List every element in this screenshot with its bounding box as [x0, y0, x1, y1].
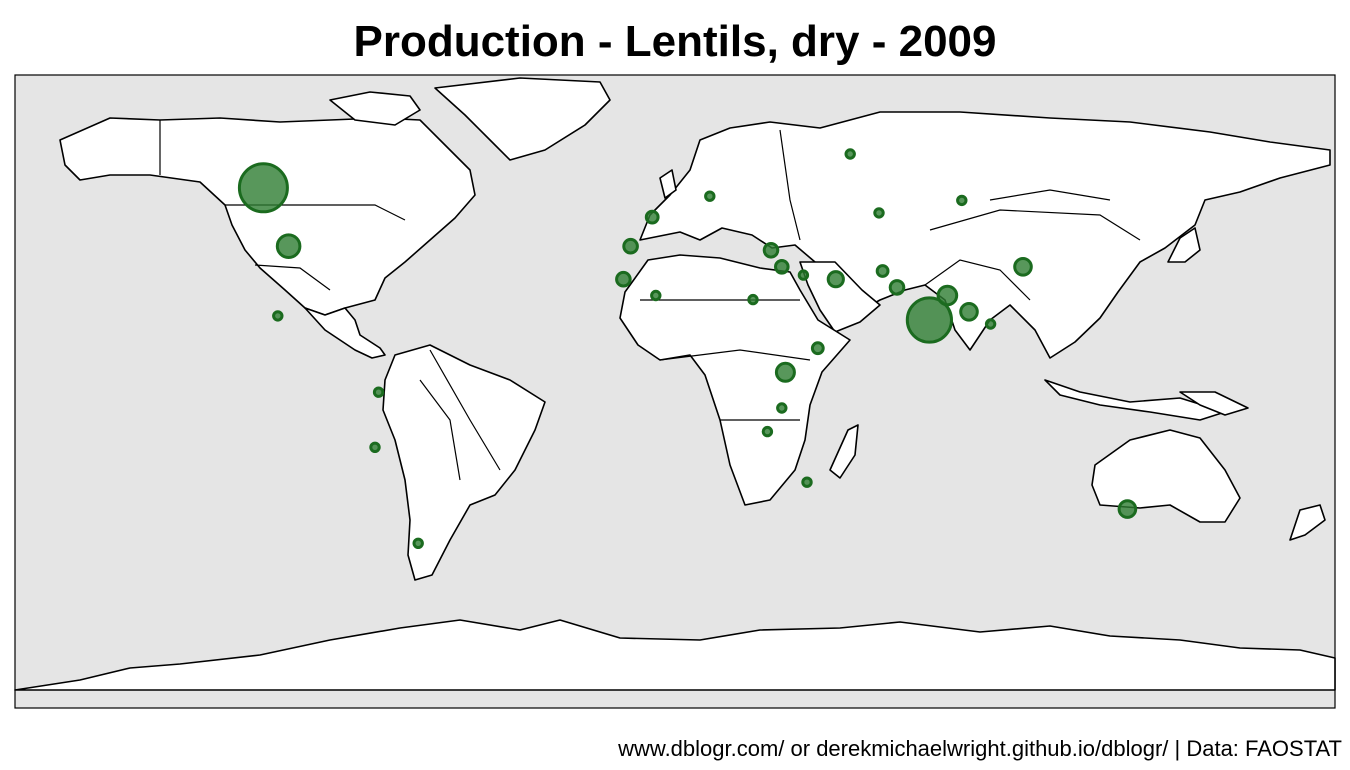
production-bubble: [801, 476, 813, 488]
production-bubble: [959, 302, 979, 322]
production-bubble: [622, 237, 639, 255]
mongolia-border: [989, 189, 1111, 201]
production-bubble: [984, 318, 997, 330]
production-bubble: [650, 289, 662, 302]
data-source-caption: www.dblogr.com/ or derekmichaelwright.gi…: [618, 736, 1342, 761]
production-bubble: [810, 341, 825, 356]
production-bubble: [412, 537, 424, 549]
production-bubble: [237, 162, 289, 214]
production-bubble: [774, 259, 790, 275]
antarctica-land: [14, 619, 1336, 691]
production-bubble: [956, 194, 968, 207]
production-bubble: [888, 279, 906, 296]
production-bubble: [372, 386, 385, 398]
europe-asia-border: [779, 129, 801, 241]
production-bubble: [873, 207, 885, 219]
usa-mexico-border: [254, 264, 331, 291]
new-zealand-land: [1289, 504, 1326, 541]
eurasia-land: [639, 111, 1331, 359]
andes-border: [419, 379, 461, 481]
new-guinea-land: [1179, 391, 1249, 416]
production-bubble: [704, 190, 716, 202]
indonesia-land: [1044, 379, 1226, 421]
uk-land: [659, 169, 677, 199]
production-bubble: [875, 264, 890, 278]
production-bubble: [844, 148, 856, 160]
production-bubble: [762, 242, 780, 259]
south-america-land: [382, 344, 546, 581]
china-border: [929, 209, 1141, 241]
production-bubble: [905, 296, 954, 344]
production-bubble: [1117, 499, 1138, 519]
country-borders: [159, 120, 1141, 481]
greenland-land: [434, 77, 611, 161]
arabia-land: [799, 261, 881, 333]
central-africa-border: [659, 349, 811, 361]
production-bubble: [774, 361, 796, 383]
production-bubble: [776, 402, 788, 414]
production-bubble: [369, 441, 381, 453]
production-bubble: [644, 209, 660, 225]
japan-land: [1167, 227, 1201, 263]
arctic-islands-land: [329, 91, 421, 126]
brazil-border: [429, 349, 501, 471]
production-bubble: [826, 270, 845, 289]
production-bubbles: [237, 148, 1138, 549]
production-bubble: [747, 293, 759, 306]
map-title: Production - Lentils, dry - 2009: [353, 17, 997, 66]
central-america-land: [304, 307, 386, 359]
india-border: [924, 259, 1031, 301]
production-bubble: [797, 269, 810, 281]
production-bubble: [275, 233, 302, 259]
madagascar-land: [829, 424, 859, 479]
production-bubble: [1013, 257, 1033, 277]
production-bubble: [936, 284, 959, 307]
production-bubble: [761, 425, 774, 438]
australia-land: [1091, 429, 1241, 523]
north-america-land: [59, 117, 476, 316]
production-bubble: [615, 270, 632, 288]
land-layer: [14, 77, 1336, 691]
africa-land: [619, 254, 851, 506]
production-bubble: [272, 310, 284, 322]
